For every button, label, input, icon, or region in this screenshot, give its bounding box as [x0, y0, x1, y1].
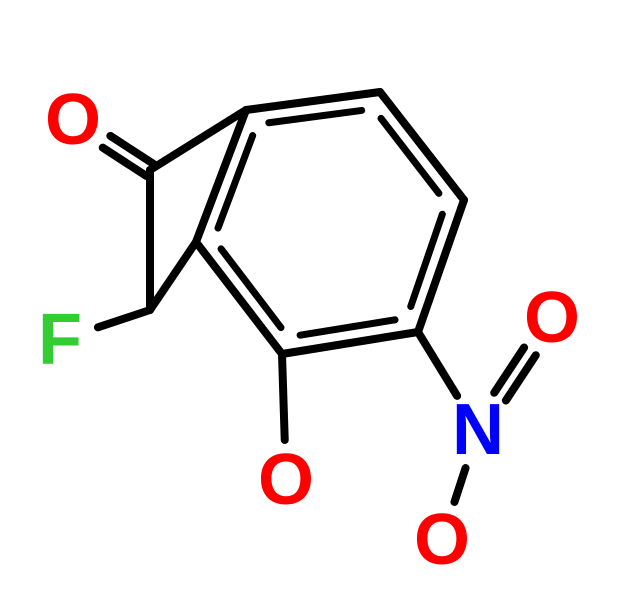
f-atom-label: F: [38, 299, 82, 381]
n-atom-label: N: [452, 389, 504, 471]
o-atom-label: O: [524, 277, 580, 359]
o-atom-label: O: [45, 79, 101, 161]
o-atom-label: O: [258, 439, 314, 521]
o-atom-label: O: [414, 499, 470, 581]
chemical-structure-diagram: OFONOO: [0, 0, 618, 602]
